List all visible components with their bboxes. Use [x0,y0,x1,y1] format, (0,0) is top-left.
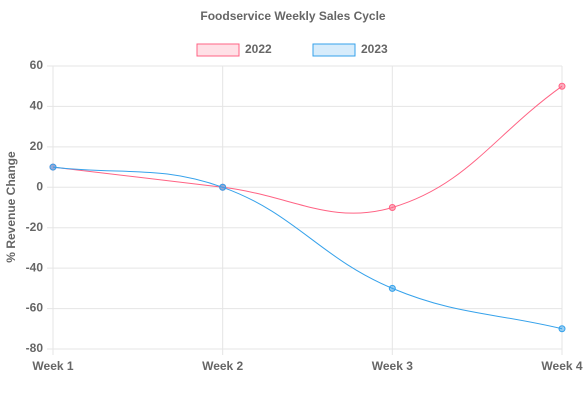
data-point [219,183,227,191]
data-point [558,325,566,333]
y-tick-label: -60 [26,301,44,315]
chart-title: Foodservice Weekly Sales Cycle [200,9,386,23]
x-tick-label: Week 4 [541,359,582,373]
y-tick-label: 0 [36,179,43,193]
data-point [558,82,566,90]
series-line [52,166,563,330]
x-tick-label: Week 2 [202,359,243,373]
y-tick-label: 60 [30,58,44,72]
legend-label: 2023 [361,42,388,56]
y-tick-label: -40 [26,260,44,274]
data-point [388,284,396,292]
y-axis-label: % Revenue Change [4,151,18,263]
data-point [388,204,396,211]
legend-label: 2022 [245,42,272,56]
x-tick-label: Week 1 [32,359,73,373]
legend-swatch [312,43,356,57]
series-line [52,85,563,214]
legend-swatch [196,43,240,57]
data-point [49,163,57,171]
x-tick-label: Week 3 [372,359,413,373]
y-tick-label: 40 [30,99,44,113]
y-tick-label: 20 [30,139,44,153]
y-tick-label: -20 [26,220,44,234]
y-tick-label: -80 [26,341,44,355]
